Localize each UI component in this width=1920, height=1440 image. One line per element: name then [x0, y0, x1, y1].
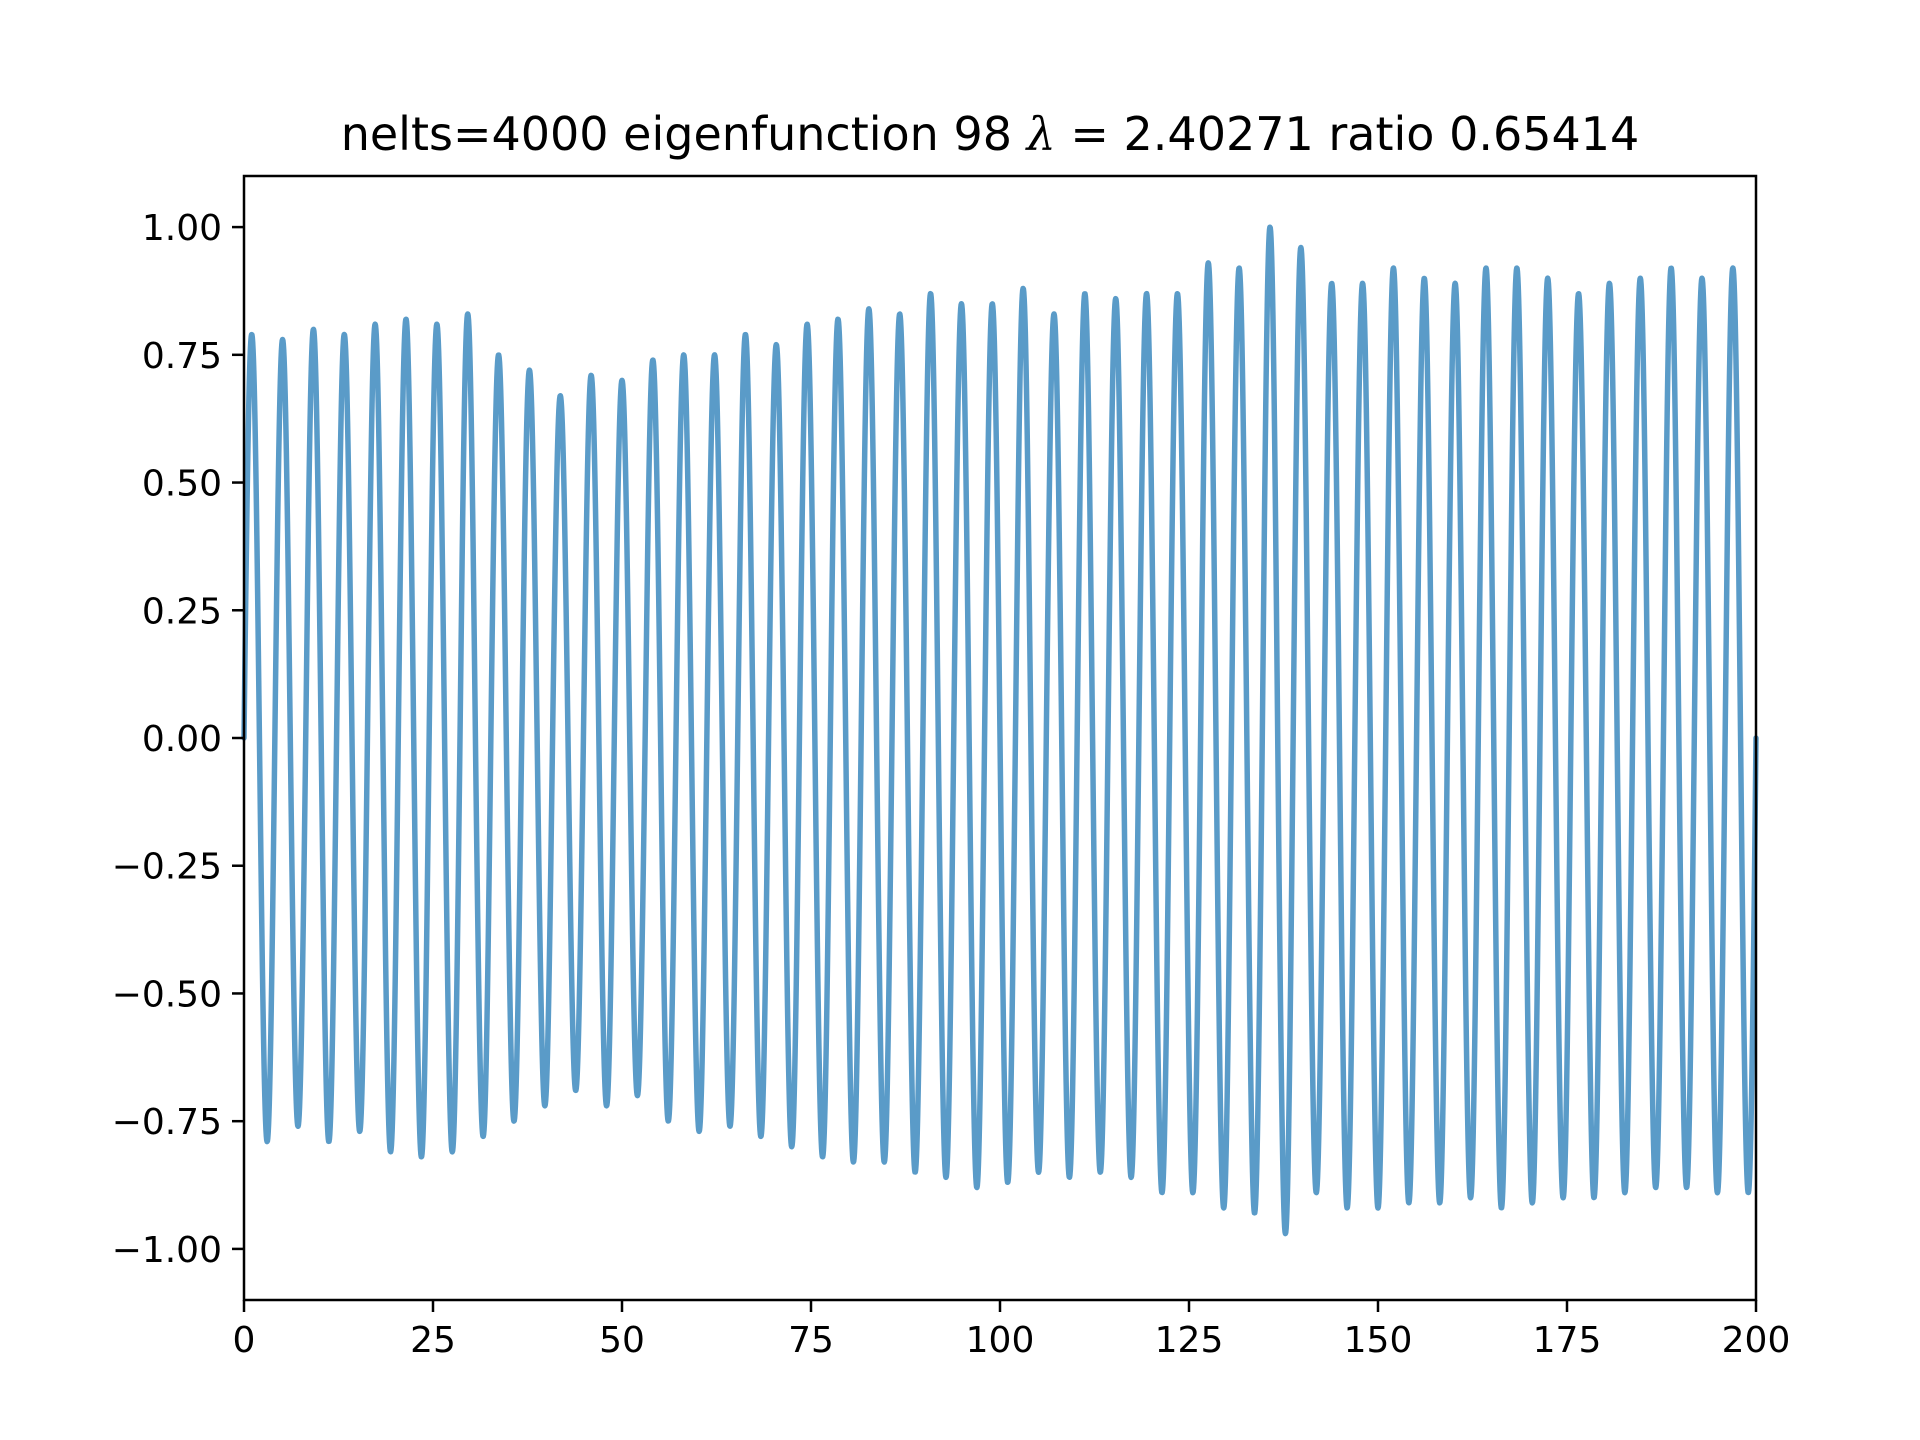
x-tick-label: 100 [966, 1320, 1035, 1361]
x-tick-label: 200 [1722, 1320, 1791, 1361]
x-tick-label: 25 [410, 1320, 456, 1361]
y-tick-label: −1.00 [112, 1230, 222, 1271]
x-tick-label: 75 [788, 1320, 834, 1361]
x-tick-label: 175 [1533, 1320, 1602, 1361]
chart-title-suffix: = 2.40271 ratio 0.65414 [1056, 107, 1640, 161]
y-axis: 1.00 0.75 0.50 0.25 0.00 −0.25 −0.50 −0.75 −1.00 [112, 208, 244, 1271]
x-tick-label: 0 [233, 1320, 256, 1361]
chart-title-symbol: λ [1025, 107, 1056, 161]
y-tick-label: 0.25 [142, 591, 222, 632]
y-tick-label: 0.00 [142, 719, 222, 760]
x-tick-label: 150 [1344, 1320, 1413, 1361]
x-axis: 0 25 50 75 100 125 150 175 200 [233, 1300, 1791, 1361]
y-tick-label: −0.50 [112, 974, 222, 1015]
x-tick-label: 50 [599, 1320, 645, 1361]
y-tick-label: −0.75 [112, 1102, 222, 1143]
y-tick-label: 0.75 [142, 336, 222, 377]
y-tick-label: 1.00 [142, 208, 222, 249]
x-tick-label: 125 [1155, 1320, 1224, 1361]
y-tick-label: 0.50 [142, 464, 222, 505]
series-line [241, 224, 1759, 1237]
chart-title-prefix: nelts=4000 eigenfunction 98 [341, 107, 1027, 161]
y-tick-label: −0.25 [112, 847, 222, 888]
chart-title: nelts=4000 eigenfunction 98 λ = 2.40271 … [341, 107, 1640, 161]
